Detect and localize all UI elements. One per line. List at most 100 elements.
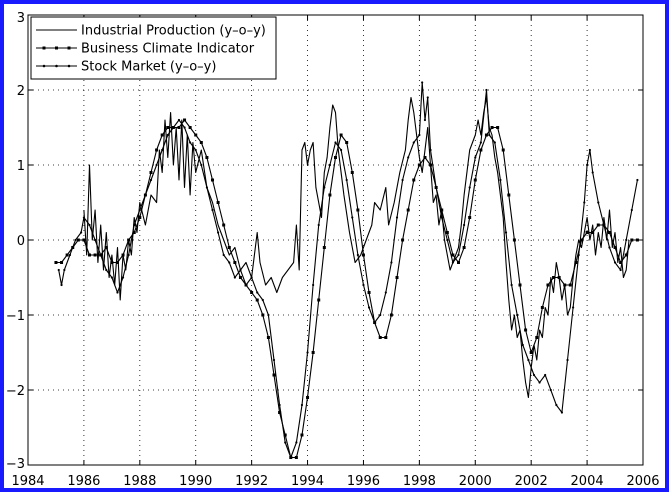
series-point: [451, 253, 455, 257]
series-point: [160, 133, 164, 137]
series-point: [317, 298, 321, 302]
series-point: [619, 261, 623, 264]
series-point: [521, 343, 524, 347]
series-point: [328, 193, 332, 197]
series-point: [540, 306, 544, 309]
series-point: [488, 133, 491, 137]
series-point: [423, 156, 427, 159]
series-point: [133, 223, 136, 227]
series-point: [88, 253, 91, 257]
series-point: [161, 148, 164, 152]
series-point: [407, 156, 410, 159]
series-point: [93, 238, 97, 242]
series-point: [356, 208, 360, 212]
series-point: [490, 126, 494, 129]
series-point: [104, 246, 108, 249]
y-tick-label: −3: [6, 457, 25, 472]
series-point: [54, 261, 58, 264]
series-point: [390, 261, 393, 264]
series-point: [384, 336, 388, 339]
series-point: [451, 261, 455, 264]
series-point: [183, 118, 187, 122]
series-point: [82, 238, 86, 242]
series-point: [406, 208, 410, 212]
series-point: [462, 246, 466, 249]
series-point: [362, 283, 365, 287]
series-point: [440, 216, 443, 219]
series-point: [312, 283, 315, 287]
series-point: [334, 156, 337, 159]
series-point: [194, 133, 198, 137]
series-point: [608, 246, 611, 249]
series-point: [493, 141, 496, 144]
series-point: [144, 193, 147, 197]
series-point: [504, 231, 508, 234]
legend-item: Stock Market (y–o–y): [36, 60, 216, 75]
series-point: [457, 261, 460, 264]
series-point: [138, 208, 141, 212]
series-point: [577, 253, 580, 257]
series-point: [468, 186, 471, 189]
series-point: [412, 178, 416, 182]
series-point: [484, 133, 488, 137]
x-tick-label: 1998: [403, 474, 436, 489]
series-point: [110, 261, 114, 264]
series-point: [602, 223, 605, 227]
series-point: [250, 276, 253, 279]
legend-item: Business Climate Indicator: [36, 42, 255, 57]
series-point: [516, 313, 519, 317]
series-point: [76, 238, 80, 242]
series-point: [613, 246, 617, 249]
series-point: [401, 178, 404, 182]
series-point: [356, 253, 359, 257]
series-point: [183, 126, 186, 129]
series-point: [568, 283, 572, 287]
series-point: [583, 201, 586, 204]
series-point: [440, 208, 444, 212]
series-point: [261, 298, 264, 302]
x-tick-label: 1992: [235, 474, 268, 489]
series-point: [574, 261, 578, 264]
series-point: [532, 373, 536, 377]
series-point: [132, 231, 136, 234]
y-tick-label: 3: [17, 11, 25, 26]
series-point: [417, 163, 421, 167]
series-point: [518, 283, 522, 287]
series-point: [155, 148, 159, 152]
x-tick-label: 1984: [11, 474, 44, 489]
plot-area: [28, 15, 643, 465]
series-point: [278, 411, 282, 414]
y-tick-label: −2: [6, 384, 25, 399]
series-point: [580, 238, 583, 242]
series-point: [267, 313, 270, 317]
series-point: [211, 178, 214, 182]
series-point: [446, 238, 449, 242]
stock-market-series: [57, 81, 639, 459]
x-tick-label: 2000: [459, 474, 492, 489]
series-point: [250, 291, 254, 294]
series-point: [596, 223, 600, 227]
series-point: [591, 171, 594, 174]
series-point: [205, 186, 209, 189]
series-point: [228, 261, 231, 264]
series-point: [395, 276, 399, 279]
series-point: [82, 216, 86, 219]
series-point: [566, 358, 569, 362]
series-point: [323, 186, 326, 189]
series-point: [367, 291, 371, 294]
y-tick-label: 0: [17, 234, 25, 249]
series-point: [244, 283, 248, 287]
series-point: [474, 156, 477, 159]
series-point: [283, 433, 287, 437]
series-point: [74, 238, 77, 242]
series-point: [194, 148, 197, 152]
x-tick-label: 1990: [179, 474, 212, 489]
series-point: [512, 238, 516, 242]
series-point: [418, 133, 421, 137]
series-point: [613, 261, 617, 264]
series-point: [529, 351, 533, 354]
series-point: [261, 313, 265, 317]
series-point: [378, 336, 382, 339]
series-point: [462, 223, 466, 227]
legend-label: Industrial Production (y–o–y): [81, 24, 266, 39]
